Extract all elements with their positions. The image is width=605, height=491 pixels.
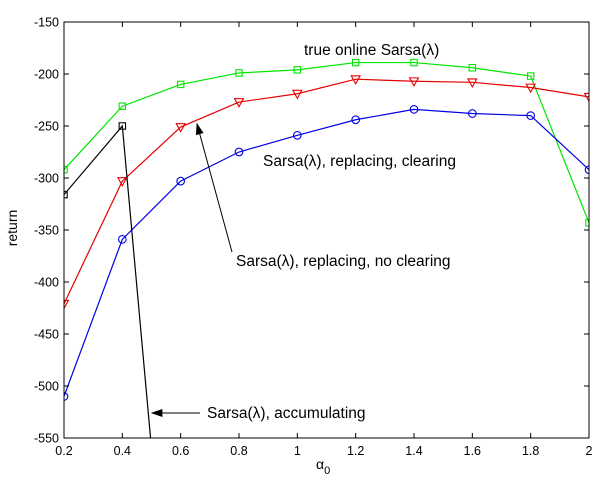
data-point [176, 176, 186, 186]
data-point [176, 80, 185, 89]
y-tick-label: -450 [34, 328, 59, 342]
arrow-shaft [196, 123, 233, 253]
arrow-no-clearing [195, 122, 233, 253]
y-tick-label: -350 [34, 224, 59, 238]
y-tick-label: -250 [34, 120, 59, 134]
data-point [118, 102, 127, 110]
x-axis-label: α0 [316, 456, 330, 477]
data-point [351, 115, 361, 125]
data-point [584, 165, 589, 175]
x-tick-label: 1.4 [405, 444, 422, 458]
data-point [64, 165, 68, 174]
series-line [64, 124, 152, 438]
x-axis-label-sub: 0 [324, 465, 330, 477]
data-point [526, 111, 536, 120]
series-1 [64, 75, 589, 310]
x-tick-label: 1.8 [522, 444, 539, 458]
series-line [64, 61, 589, 223]
x-tick-label: 2 [586, 444, 593, 458]
x-tick-label: 1.6 [464, 444, 481, 458]
x-tick-label: 1.2 [347, 444, 364, 458]
series-line [64, 108, 589, 397]
y-axis-label: return [4, 210, 20, 247]
data-point [409, 105, 419, 114]
data-point [293, 66, 302, 74]
data-point [351, 58, 360, 67]
data-point [235, 69, 243, 77]
series-3 [64, 122, 152, 438]
plot-frame [63, 21, 590, 439]
data-point [292, 131, 302, 140]
axis-ticks [63, 21, 590, 439]
x-tick-label: 1 [294, 444, 301, 458]
y-tick-label: -400 [34, 276, 59, 290]
annotation-label: Sarsa(λ), replacing, clearing [263, 153, 456, 170]
x-tick-label: 0.4 [114, 444, 131, 458]
data-point [467, 109, 477, 118]
y-tick-label: -500 [34, 380, 59, 394]
annotation-label: Sarsa(λ), replacing, no clearing [236, 253, 451, 270]
data-point [234, 147, 244, 157]
y-tick-label: -150 [34, 16, 59, 30]
y-tick-label: -300 [34, 172, 59, 186]
arrow-head [150, 409, 163, 417]
data-point [64, 299, 70, 310]
data-point [525, 83, 536, 94]
data-point [292, 89, 303, 100]
data-point [526, 72, 535, 80]
annotation-arrows [150, 122, 233, 417]
x-axis-label-main: α [316, 456, 324, 472]
data-point [117, 177, 128, 187]
data-point [410, 58, 418, 67]
annotation-label: true online Sarsa(λ) [304, 42, 439, 59]
data-point [408, 77, 420, 88]
x-tick-label: 0.8 [230, 444, 247, 458]
data-point [350, 75, 361, 85]
data-point [467, 78, 478, 89]
data-point [175, 123, 186, 133]
series-0 [64, 58, 589, 227]
y-tick-label: -550 [34, 432, 59, 446]
y-tick-label: -200 [34, 68, 59, 82]
arrow-accumulating [150, 409, 200, 417]
x-tick-label: 0.2 [55, 444, 72, 458]
data-point [583, 92, 589, 103]
annotation-label: Sarsa(λ), accumulating [207, 405, 366, 422]
arrow-head [195, 122, 204, 136]
data-point [468, 64, 477, 72]
x-tick-label: 0.6 [172, 444, 189, 458]
data-point [233, 98, 245, 108]
chart-text: 0.2 0.4 0.6 0.8 1 1.2 1.4 1.6 1.8 2 -550 -500 -450 -4… [4, 16, 593, 478]
series-line [64, 78, 589, 305]
data-point [117, 235, 127, 244]
data-point [64, 190, 68, 199]
data-point [118, 122, 127, 130]
